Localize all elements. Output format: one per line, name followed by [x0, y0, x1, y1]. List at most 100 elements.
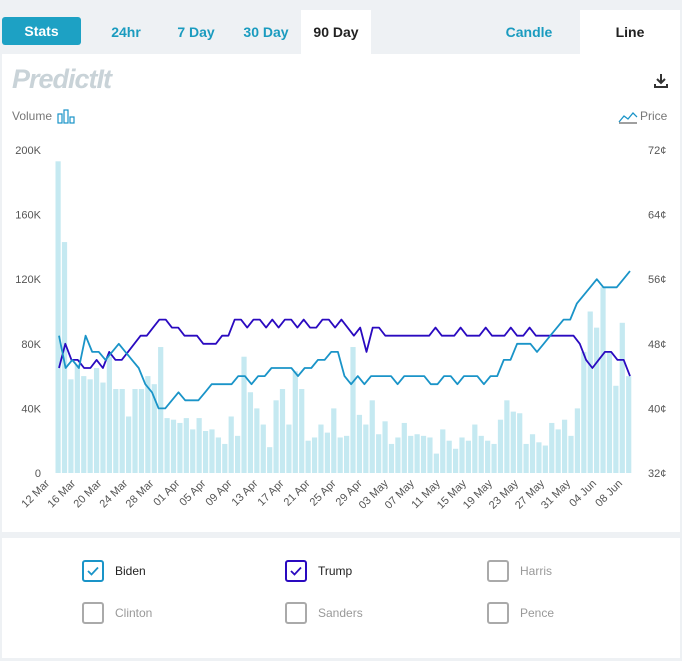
volume-bar [446, 440, 452, 473]
volume-bar [183, 418, 189, 473]
legend-item-biden[interactable]: Biden [82, 560, 146, 582]
volume-bar [190, 429, 196, 473]
volume-bar [100, 382, 106, 473]
volume-bar [292, 371, 298, 473]
tab-24hr[interactable]: 24hr [111, 24, 141, 40]
checkbox-harris[interactable] [487, 560, 509, 582]
tab-30-day[interactable]: 30 Day [243, 24, 289, 40]
volume-tick-label: 160K [15, 210, 41, 222]
volume-bar [356, 414, 363, 473]
volume-bar [74, 364, 80, 473]
volume-bar [337, 437, 343, 473]
volume-tick-label: 40K [21, 403, 41, 415]
volume-bar [555, 429, 561, 473]
x-tick-label: 31 May [539, 477, 573, 511]
legend-item-clinton[interactable]: Clinton [82, 602, 152, 624]
volume-bar [119, 389, 125, 473]
volume-bar [382, 421, 388, 473]
volume-bar [151, 384, 157, 473]
series-line-biden [58, 270, 631, 410]
volume-bar [132, 389, 138, 473]
legend-item-pence[interactable]: Pence [487, 602, 554, 624]
price-tick-label: 32¢ [648, 468, 666, 480]
volume-bar [549, 422, 555, 473]
volume-bar [478, 435, 484, 473]
volume-bar [465, 440, 472, 473]
tab-candle[interactable]: Candle [505, 24, 553, 40]
volume-bar [247, 392, 254, 473]
volume-bar [420, 435, 427, 473]
volume-bar [260, 424, 266, 473]
volume-bar [504, 400, 510, 473]
volume-bar [561, 419, 568, 473]
volume-bar [55, 161, 61, 473]
volume-bar [170, 419, 177, 473]
volume-bar [606, 351, 613, 474]
volume-bar [613, 385, 619, 473]
volume-bar [587, 311, 593, 473]
checkbox-clinton[interactable] [82, 602, 104, 624]
volume-bar [202, 431, 209, 473]
price-label: Price [640, 109, 668, 123]
price-axis-title: Price [618, 108, 667, 124]
volume-bar [87, 379, 93, 473]
x-tick-label: 16 Mar [45, 477, 78, 510]
price-tick-label: 40¢ [648, 403, 666, 415]
x-tick-label: 25 Apr [308, 477, 339, 508]
tab-90-day[interactable]: 90 Day [301, 10, 371, 54]
volume-bar [401, 422, 407, 473]
volume-bar [81, 376, 87, 473]
volume-bar [626, 376, 632, 473]
volume-bar [106, 356, 112, 473]
legend-item-trump[interactable]: Trump [285, 560, 352, 582]
legend-label: Harris [520, 564, 552, 578]
volume-bar [497, 419, 504, 473]
stats-button[interactable]: Stats [2, 17, 81, 45]
x-tick-label: 28 Mar [124, 477, 157, 510]
checkbox-biden[interactable] [82, 560, 104, 582]
checkmark-icon [290, 566, 302, 576]
volume-bar [376, 434, 382, 473]
legend-label: Clinton [115, 606, 153, 620]
volume-bar [273, 400, 279, 473]
price-tick-label: 48¢ [648, 339, 666, 351]
volume-bar [68, 379, 74, 473]
volume-bar [318, 424, 324, 473]
download-icon[interactable] [652, 72, 670, 90]
volume-tick-label: 80K [21, 339, 41, 351]
volume-bar [414, 434, 420, 473]
volume-bar [254, 408, 260, 473]
volume-axis-title: Volume [12, 108, 77, 124]
volume-bar [222, 443, 228, 473]
volume-bar [286, 424, 292, 473]
volume-bar [138, 389, 145, 473]
legend-item-sanders[interactable]: Sanders [285, 602, 363, 624]
checkbox-pence[interactable] [487, 602, 509, 624]
volume-bar [209, 429, 215, 473]
volume-bar [395, 437, 401, 473]
price-tick-label: 56¢ [648, 274, 666, 286]
volume-bar [459, 437, 465, 473]
volume-bar [600, 287, 606, 473]
legend-item-harris[interactable]: Harris [487, 560, 552, 582]
volume-bar [542, 445, 548, 473]
volume-bar [440, 429, 446, 473]
volume-bar [267, 447, 273, 473]
volume-bar [350, 347, 356, 473]
checkbox-trump[interactable] [285, 560, 307, 582]
volume-bar [433, 453, 439, 473]
volume-bar [369, 400, 375, 473]
volume-bar [113, 389, 119, 473]
volume-label: Volume [12, 109, 53, 123]
chart-plot: 0 40K 80K 120K 160K 200K 32¢ 40¢ 48¢ 56¢ 64¢ 72¢ 12 … [15, 145, 666, 512]
volume-bar [324, 432, 330, 474]
tab-7-day[interactable]: 7 Day [177, 24, 215, 40]
predictit-logo: PredictIt [12, 64, 112, 94]
checkbox-sanders[interactable] [285, 602, 307, 624]
x-tick-label: 17 Apr [256, 477, 287, 508]
line-chart-icon [618, 112, 638, 124]
volume-bar [408, 435, 414, 473]
tab-line[interactable]: Line [580, 10, 680, 54]
volume-bar [594, 327, 600, 473]
